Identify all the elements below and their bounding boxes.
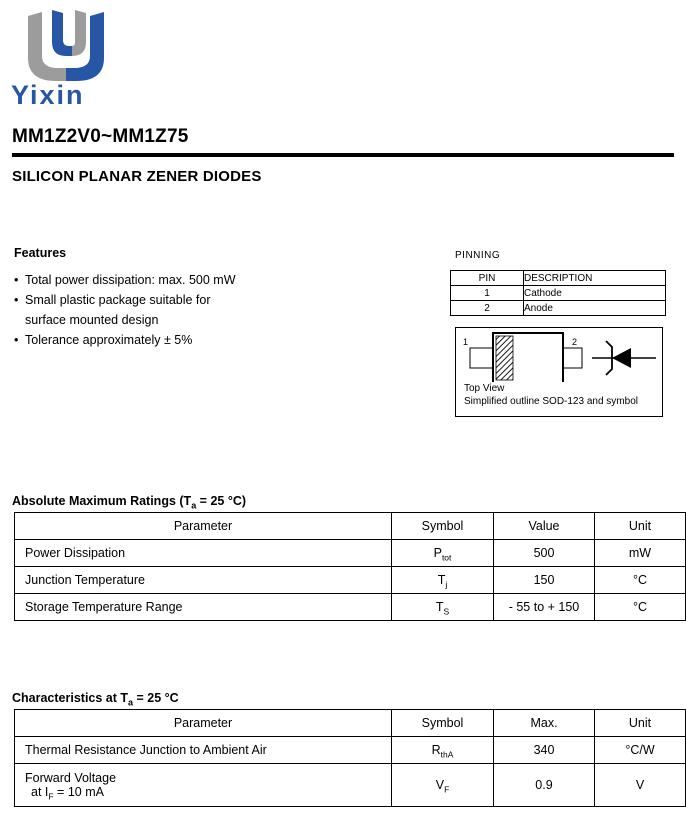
features-list: • Total power dissipation: max. 500 mW • S… <box>14 270 236 350</box>
package-caption-topview: Top View <box>464 383 505 394</box>
page-subtitle: SILICON PLANAR ZENER DIODES <box>12 168 262 185</box>
table-row: Junction Temperature Tj 150 °C <box>14 566 686 594</box>
package-caption-outline: Simplified outline SOD-123 and symbol <box>464 396 638 407</box>
pin-description: Cathode <box>523 285 666 301</box>
bullet-icon: • <box>14 333 19 347</box>
parameter-cell: Forward Voltage at IF = 10 mA <box>14 763 392 807</box>
pin1-label: 1 <box>463 337 468 347</box>
table-row: 1 Cathode <box>450 285 666 301</box>
header-symbol: Symbol <box>391 709 494 737</box>
value-cell: 340 <box>493 736 595 764</box>
feature-item-continuation: surface mounted design <box>25 313 159 327</box>
bullet-icon: • <box>14 273 19 287</box>
company-logo-icon <box>28 10 104 81</box>
table-row: Power Dissipation Ptot 500 mW <box>14 539 686 567</box>
value-cell: 150 <box>493 566 595 594</box>
pin-number: 1 <box>450 285 524 301</box>
header-value: Value <box>493 512 595 540</box>
symbol-cell: Ptot <box>391 539 494 567</box>
unit-cell: °C <box>594 593 686 621</box>
symbol-cell: TS <box>391 593 494 621</box>
symbol-cell: RthA <box>391 736 494 764</box>
value-cell: 500 <box>493 539 595 567</box>
header-unit: Unit <box>594 512 686 540</box>
feature-item: • Total power dissipation: max. 500 mW <box>14 270 236 290</box>
parameter-cell: Junction Temperature <box>14 566 392 594</box>
characteristics-header-row: Parameter Symbol Max. Unit <box>14 709 686 737</box>
pinning-header-description: DESCRIPTION <box>523 270 666 286</box>
parameter-cell: Power Dissipation <box>14 539 392 567</box>
unit-cell: °C <box>594 566 686 594</box>
header-symbol: Symbol <box>391 512 494 540</box>
abs-max-heading: Absolute Maximum Ratings (Ta = 25 °C) <box>12 494 247 511</box>
value-cell: - 55 to + 150 <box>493 593 595 621</box>
pinning-header-pin: PIN <box>450 270 524 286</box>
characteristics-heading: Characteristics at Ta = 25 °C <box>12 691 179 708</box>
bullet-icon: • <box>14 293 19 307</box>
features-heading: Features <box>14 246 67 260</box>
page-title: MM1Z2V0~MM1Z75 <box>12 126 189 147</box>
unit-cell: V <box>594 763 686 807</box>
pin-number: 2 <box>450 300 524 316</box>
parameter-cell: Storage Temperature Range <box>14 593 392 621</box>
header-parameter: Parameter <box>14 512 392 540</box>
zener-symbol-icon <box>592 340 656 376</box>
header-max: Max. <box>493 709 595 737</box>
symbol-cell: VF <box>391 763 494 807</box>
table-row: Storage Temperature Range TS - 55 to + 1… <box>14 593 686 621</box>
package-outline-box: 1 2 Top View Simplified outline SOD-123 … <box>455 327 663 417</box>
abs-max-header-row: Parameter Symbol Value Unit <box>14 512 686 540</box>
parameter-line2: at IF = 10 mA <box>31 785 104 802</box>
parameter-cell: Thermal Resistance Junction to Ambient A… <box>14 736 392 764</box>
table-row: 2 Anode <box>450 300 666 316</box>
pin-description: Anode <box>523 300 666 316</box>
header-unit: Unit <box>594 709 686 737</box>
table-row: Forward Voltage at IF = 10 mA VF 0.9 V <box>14 763 686 807</box>
pin2-label: 2 <box>572 337 577 347</box>
feature-item: • Small plastic package suitable for <box>14 290 236 310</box>
unit-cell: mW <box>594 539 686 567</box>
company-name: Yixin <box>11 80 85 110</box>
symbol-cell: Tj <box>391 566 494 594</box>
unit-cell: °C/W <box>594 736 686 764</box>
table-row: Thermal Resistance Junction to Ambient A… <box>14 736 686 764</box>
header-parameter: Parameter <box>14 709 392 737</box>
parameter-line1: Forward Voltage <box>25 771 117 785</box>
sod-123-outline-icon: 1 2 <box>463 332 656 384</box>
title-divider <box>12 153 674 157</box>
abs-max-table: Parameter Symbol Value Unit Power Dissip… <box>14 512 686 621</box>
pinning-label: PINNING <box>455 250 501 261</box>
feature-item: • Tolerance approximately ± 5% <box>14 330 236 350</box>
pinning-header-row: PIN DESCRIPTION <box>450 270 666 286</box>
pinning-table: PIN DESCRIPTION 1 Cathode 2 Anode <box>450 270 666 316</box>
characteristics-table: Parameter Symbol Max. Unit Thermal Resis… <box>14 709 686 807</box>
value-cell: 0.9 <box>493 763 595 807</box>
